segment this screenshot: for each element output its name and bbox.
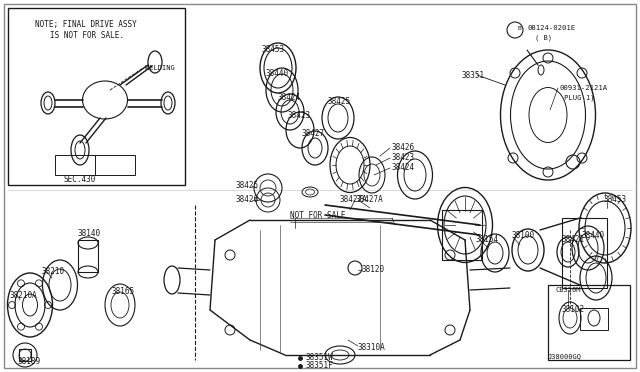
Text: SEC.430: SEC.430 — [63, 174, 95, 183]
Text: 38425: 38425 — [235, 182, 258, 190]
Text: 38423: 38423 — [288, 112, 311, 121]
Text: 38351W: 38351W — [305, 353, 333, 362]
Bar — [562, 218, 607, 288]
Text: 38189: 38189 — [18, 357, 41, 366]
Bar — [55, 155, 135, 175]
Text: 38154: 38154 — [476, 235, 499, 244]
Text: 38425: 38425 — [328, 97, 351, 106]
Text: 38310A: 38310A — [358, 343, 386, 353]
Text: 38423: 38423 — [392, 154, 415, 163]
Text: J38000GQ: J38000GQ — [548, 353, 582, 359]
Text: 38424: 38424 — [277, 93, 300, 102]
Text: 38120: 38120 — [362, 266, 385, 275]
Text: NOTE; FINAL DRIVE ASSY: NOTE; FINAL DRIVE ASSY — [35, 20, 137, 29]
Text: 38426: 38426 — [235, 196, 258, 205]
Text: 38102: 38102 — [562, 305, 585, 314]
Text: 38427A: 38427A — [355, 196, 383, 205]
Text: 38421: 38421 — [562, 235, 585, 244]
Text: 38140: 38140 — [78, 230, 101, 238]
Bar — [442, 210, 482, 260]
Text: 38453: 38453 — [603, 196, 626, 205]
Text: CB320M: CB320M — [555, 287, 580, 293]
Text: 00931-2121A: 00931-2121A — [560, 85, 608, 91]
Text: 38351F: 38351F — [305, 362, 333, 371]
Text: 38440: 38440 — [582, 231, 605, 241]
Text: 08124-0201E: 08124-0201E — [528, 25, 576, 31]
Bar — [548, 285, 630, 360]
Text: 38427: 38427 — [302, 129, 325, 138]
Text: B: B — [517, 26, 521, 31]
Bar — [78, 240, 98, 272]
Text: IS NOT FOR SALE.: IS NOT FOR SALE. — [50, 31, 124, 39]
Text: PLUG 1): PLUG 1) — [564, 95, 595, 101]
Text: NOT FOR SALE: NOT FOR SALE — [290, 211, 346, 219]
Text: 38440: 38440 — [266, 68, 289, 77]
Text: 38165: 38165 — [112, 288, 135, 296]
Text: ( B): ( B) — [535, 35, 552, 41]
Text: 38210A: 38210A — [10, 291, 38, 299]
Text: 38427A: 38427A — [340, 196, 368, 205]
Text: 38351: 38351 — [462, 71, 485, 80]
Text: 38426: 38426 — [392, 144, 415, 153]
Text: 38453: 38453 — [262, 45, 285, 55]
Text: 38100: 38100 — [512, 231, 535, 241]
Text: 38424: 38424 — [392, 164, 415, 173]
Bar — [8, 8, 185, 185]
Text: 38210: 38210 — [42, 267, 65, 276]
Text: WELDING: WELDING — [145, 65, 175, 71]
Bar — [580, 308, 608, 330]
